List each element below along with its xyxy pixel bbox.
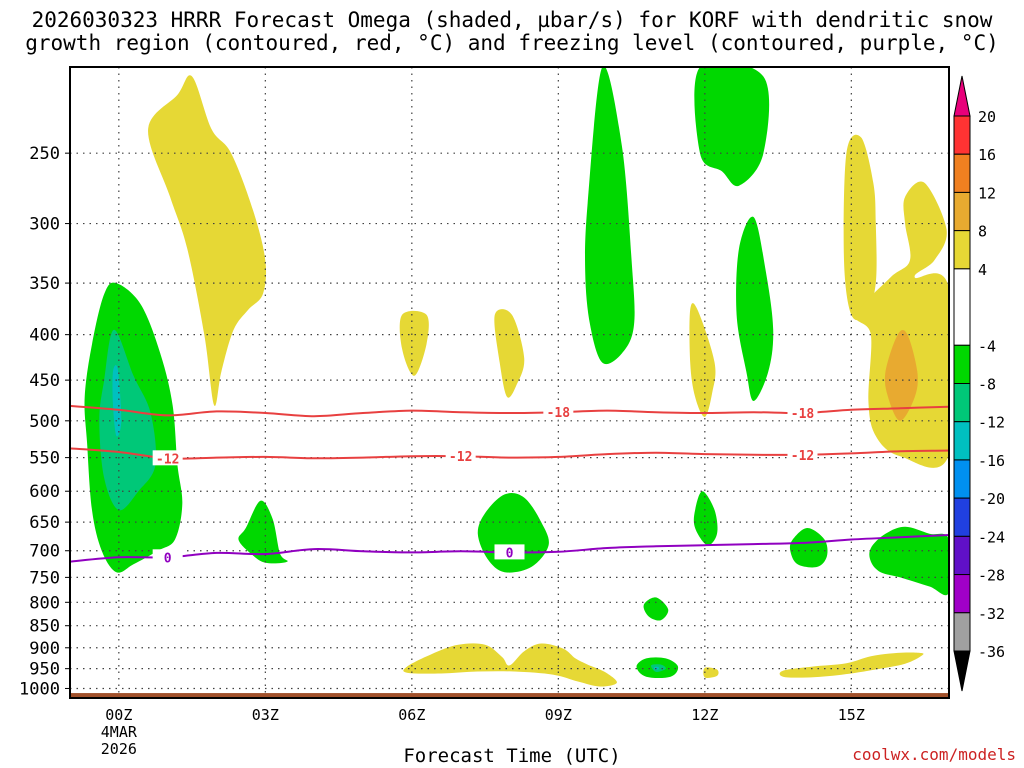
colorbar-label-16: 16 [978, 146, 996, 164]
omega-region-13 [238, 500, 288, 564]
colorbar-label--20: -20 [978, 490, 1005, 508]
x-tick-date-label: 4MAR [101, 723, 138, 741]
colorbar-bin-6 [953, 383, 971, 423]
y-tick-label-250: 250 [29, 144, 60, 164]
colorbar-bin-11 [953, 574, 971, 614]
colorbar-label--24: -24 [978, 528, 1005, 546]
colorbar-label-12: 12 [978, 184, 996, 202]
colorbar: 20 16 12 8 4 -4 -8 -12 -16 -20 -24 -28 -32 -36 [953, 75, 1005, 692]
dgz-top-minus-18-label-bg-1 [787, 405, 818, 421]
freezing-level-0-label-bg-0 [152, 549, 183, 565]
omega-region-18 [693, 491, 718, 546]
x-tick-label-03Z: 03Z [252, 706, 279, 724]
x-tick-label-06Z: 06Z [398, 706, 425, 724]
colorbar-bin-8 [953, 459, 971, 499]
colorbar-label-20: 20 [978, 108, 996, 126]
plot-frame [69, 66, 950, 699]
y-tick-label-650: 650 [29, 513, 60, 533]
y-tick-label-800: 800 [29, 593, 60, 613]
omega-region-8 [703, 667, 719, 678]
colorbar-label--4: -4 [978, 337, 996, 355]
freezing-level-0-label-0: 0 [164, 551, 172, 566]
dgz-bottom-minus-12-label-bg-2 [787, 446, 818, 462]
freezing-level-0-label-1: 0 [506, 546, 514, 561]
y-axis: 2503003504004505005506006507007508008509… [19, 144, 70, 699]
colorbar-bin-10 [953, 535, 971, 576]
colorbar-bin-3 [953, 230, 971, 270]
ground-surface [70, 693, 949, 698]
ground-layer [70, 693, 949, 698]
contour-layer: -18 -18 -12 -12 -12 0 0 [70, 404, 949, 566]
colorbar-label--8: -8 [978, 376, 996, 394]
dgz-bottom-minus-12-label-bg-0 [152, 450, 183, 466]
y-tick-label-700: 700 [29, 542, 60, 562]
colorbar-bin-9 [953, 497, 971, 537]
y-tick-label-950: 950 [29, 660, 60, 680]
omega-region-0 [148, 75, 267, 406]
y-tick-label-550: 550 [29, 449, 60, 469]
y-tick-label-300: 300 [29, 215, 60, 235]
dgz-top-minus-18-label-1: -18 [791, 407, 815, 422]
colorbar-over-arrow [953, 75, 971, 117]
x-tick-label-15Z: 15Z [838, 706, 865, 724]
colorbar-label-4: 4 [978, 261, 987, 279]
x-tick-label-00Z: 00Z [105, 706, 132, 724]
chart-title-line-1: 2026030323 HRRR Forecast Omega (shaded, … [31, 8, 993, 32]
dgz-bottom-minus-12-label-0: -12 [156, 452, 179, 467]
dgz-bottom-minus-12-label-1: -12 [449, 450, 472, 465]
y-tick-label-500: 500 [29, 412, 60, 432]
dgz-bottom-minus-12-label-2: -12 [791, 449, 814, 464]
omega-region-4 [843, 134, 877, 321]
chart-title-line-2: growth region (contoured, red, °C) and f… [25, 31, 999, 55]
omega-region-21 [643, 597, 669, 621]
omega-region-16 [694, 67, 770, 187]
colorbar-under-arrow [953, 650, 971, 692]
omega-region-5 [855, 181, 949, 468]
omega-region-2 [494, 309, 525, 398]
omega-region-17 [736, 216, 774, 401]
colorbar-bin-0 [953, 115, 971, 155]
omega-region-7 [403, 643, 617, 687]
credit-text: coolwx.com/models [852, 745, 1016, 764]
x-tick-label-09Z: 09Z [545, 706, 572, 724]
x-axis-title: Forecast Time (UTC) [403, 745, 621, 767]
x-tick-label-12Z: 12Z [691, 706, 718, 724]
omega-region-3 [689, 303, 716, 417]
colorbar-label-8: 8 [978, 223, 987, 241]
omega-region-15 [585, 67, 635, 365]
omega-region-6 [884, 330, 918, 421]
colorbar-label--16: -16 [978, 452, 1005, 470]
dgz-bottom-minus-12-label-bg-1 [445, 448, 476, 464]
colorbar-label--12: -12 [978, 414, 1005, 432]
omega-shading-layer [84, 67, 949, 687]
y-tick-label-350: 350 [29, 274, 60, 294]
colorbar-label--36: -36 [978, 643, 1005, 661]
y-tick-label-850: 850 [29, 617, 60, 637]
grid-layer [70, 67, 949, 698]
colorbar-bin-4 [953, 268, 971, 346]
dgz-top-minus-18-label-bg-0 [543, 404, 574, 420]
colorbar-label--32: -32 [978, 605, 1005, 623]
omega-region-20 [869, 526, 949, 596]
x-tick-year-label: 2026 [101, 740, 137, 758]
freezing-level-0-label-bg-1 [494, 544, 525, 560]
omega-region-19 [789, 528, 828, 568]
y-tick-label-900: 900 [29, 639, 60, 659]
colorbar-bin-2 [953, 191, 971, 232]
omega-region-1 [399, 310, 429, 376]
y-tick-label-600: 600 [29, 482, 60, 502]
colorbar-bin-12 [953, 612, 971, 652]
colorbar-label--28: -28 [978, 567, 1005, 585]
colorbar-bin-1 [953, 153, 971, 193]
colorbar-bin-7 [953, 421, 971, 461]
y-tick-label-750: 750 [29, 568, 60, 588]
y-tick-label-1000: 1000 [19, 679, 60, 699]
dgz-top-minus-18-label-0: -18 [547, 406, 571, 421]
colorbar-bin-5 [953, 344, 971, 384]
y-tick-label-450: 450 [29, 371, 60, 391]
y-tick-label-400: 400 [29, 326, 60, 346]
